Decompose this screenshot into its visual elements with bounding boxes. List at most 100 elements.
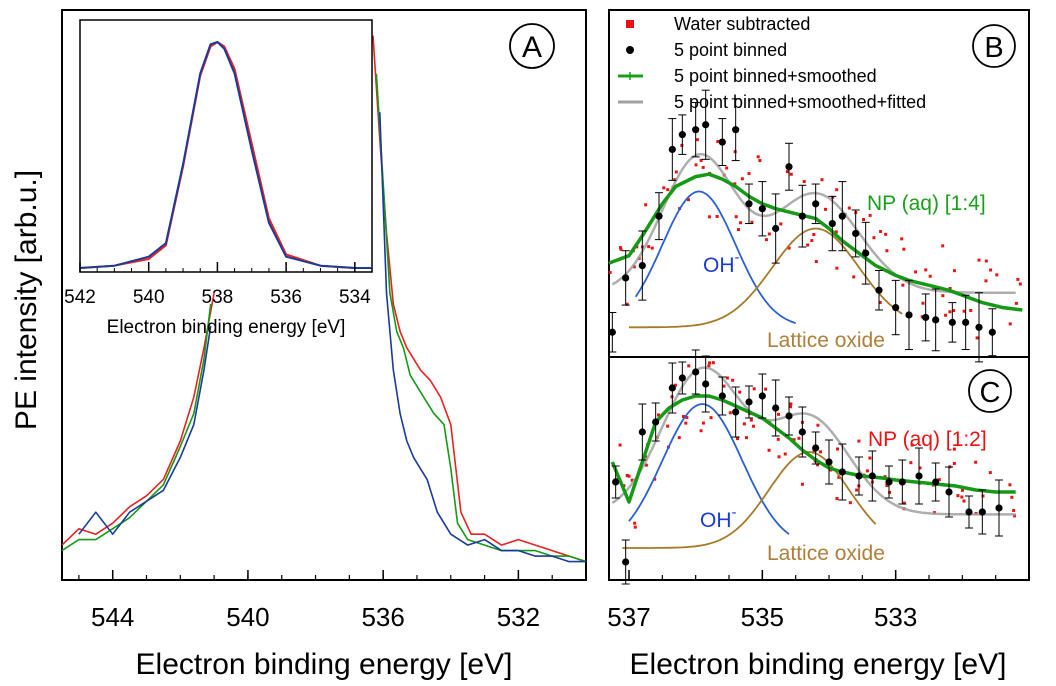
raw-point: [847, 206, 851, 210]
binned-point: [798, 212, 806, 220]
raw-point: [787, 246, 791, 250]
raw-point: [618, 246, 622, 250]
panel-c-tick-label: 535: [741, 602, 784, 632]
raw-point: [734, 215, 738, 219]
binned-point: [862, 249, 870, 257]
raw-point: [677, 436, 681, 440]
raw-point: [937, 478, 941, 482]
raw-point: [900, 237, 904, 241]
raw-point: [699, 429, 703, 433]
raw-point: [687, 364, 691, 368]
raw-point: [835, 188, 839, 192]
raw-point: [819, 450, 823, 454]
raw-point: [728, 411, 732, 415]
binned-point: [892, 303, 900, 312]
panel-b: B NP (aq) [1:4] OH- Lattice oxide: [608, 9, 1030, 363]
raw-point: [812, 233, 816, 237]
raw-point: [740, 177, 744, 181]
panel-c-tick-label: 537: [607, 602, 650, 632]
y-axis-label: PE intensity [arb.u.]: [10, 170, 43, 430]
panel-c-annotation-circle: [968, 369, 1012, 413]
raw-point: [969, 309, 973, 313]
raw-point: [885, 484, 889, 488]
binned-point: [905, 311, 913, 319]
raw-point: [884, 232, 888, 236]
raw-point: [924, 268, 928, 272]
raw-point: [673, 178, 677, 182]
raw-point: [666, 188, 670, 192]
raw-point: [644, 203, 648, 207]
raw-point: [857, 439, 861, 443]
raw-point: [736, 437, 740, 441]
raw-point: [656, 413, 660, 417]
raw-point: [902, 501, 906, 505]
panel-c-tick-label: 533: [874, 602, 917, 632]
raw-point: [820, 178, 824, 182]
raw-point: [855, 488, 859, 492]
panel-b-annotation: B: [984, 32, 1003, 64]
raw-point: [756, 155, 760, 159]
raw-point: [872, 236, 876, 240]
raw-point: [752, 387, 756, 391]
binned-point: [745, 200, 753, 208]
raw-point: [800, 482, 804, 486]
legend-marker-square: [626, 20, 634, 28]
inset-tick-label: 540: [133, 287, 165, 308]
raw-point: [701, 421, 705, 425]
raw-point: [777, 412, 781, 416]
inset: 542 540 538 536 534 Electron binding energy …: [64, 19, 373, 338]
binned-point: [745, 398, 753, 406]
raw-point: [722, 384, 726, 388]
raw-point: [852, 275, 856, 279]
raw-point: [747, 172, 751, 176]
binned-point: [692, 368, 700, 376]
inset-tick-label: 542: [64, 287, 96, 308]
binned-point: [812, 444, 820, 452]
raw-point: [988, 471, 992, 475]
raw-point: [868, 456, 872, 460]
inset-tick-label: 534: [339, 287, 371, 308]
raw-point: [681, 414, 685, 418]
binned-point: [828, 219, 836, 228]
raw-point: [618, 443, 622, 447]
raw-point: [711, 361, 715, 365]
raw-point: [802, 179, 806, 183]
raw-point: [1018, 282, 1022, 286]
raw-point: [1014, 301, 1018, 305]
binned-point: [772, 404, 780, 412]
binned-point: [915, 472, 923, 480]
panel-a-annotation-circle: [509, 23, 555, 69]
panel-a-tick-label: 544: [91, 602, 134, 632]
raw-point: [885, 249, 889, 253]
raw-point: [647, 245, 651, 249]
raw-point: [789, 405, 793, 409]
binned-point: [965, 508, 973, 516]
raw-point: [1016, 277, 1020, 281]
raw-point: [695, 138, 699, 142]
raw-point: [752, 424, 756, 428]
raw-point: [810, 239, 814, 243]
raw-point: [944, 313, 948, 317]
raw-point: [865, 469, 869, 473]
binned-point: [855, 472, 863, 480]
raw-point: [816, 463, 820, 467]
raw-point: [941, 244, 945, 248]
raw-point: [731, 378, 735, 382]
raw-point: [716, 140, 720, 144]
raw-point: [888, 490, 892, 494]
raw-point: [789, 172, 793, 176]
raw-point: [797, 436, 801, 440]
panel-c-oh-label: OH-: [700, 504, 737, 532]
panel-c: 537 535 533 C NP (aq) [1:2] OH- Lattice ox…: [607, 349, 1030, 632]
raw-point: [709, 416, 713, 420]
raw-point: [989, 268, 993, 272]
inset-blue-line: [79, 41, 372, 269]
raw-point: [749, 418, 753, 422]
raw-point: [848, 501, 852, 505]
raw-point: [625, 473, 629, 477]
raw-point: [684, 421, 688, 425]
legend: Water subtracted 5 point binned 5 point bi…: [618, 14, 926, 112]
raw-point: [961, 488, 965, 492]
panel-b-lattice-label: Lattice oxide: [767, 329, 885, 352]
raw-point: [962, 309, 966, 313]
